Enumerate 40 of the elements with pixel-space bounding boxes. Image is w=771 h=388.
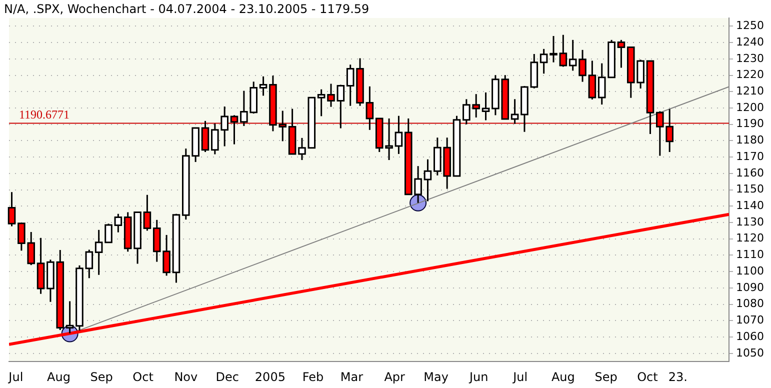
x-tick-label: Apr (384, 370, 406, 384)
ref-line-label: 1190.6771 (19, 107, 70, 122)
y-tick-label: 1220 (736, 68, 764, 82)
y-tick-label: 1100 (736, 264, 764, 278)
y-tick-label: 1190 (736, 117, 764, 130)
x-tick-label: Sep (594, 370, 618, 384)
x-tick-label: 2005 (254, 370, 286, 384)
x-tick-label: Nov (174, 370, 198, 384)
x-tick-label: Aug (551, 370, 575, 384)
x-tick-label: Oct (132, 370, 154, 384)
y-tick-label: 1180 (736, 134, 764, 147)
y-tick-label: 1110 (736, 248, 764, 262)
y-tick-label: 1070 (736, 314, 764, 327)
y-tick-label: 1160 (736, 166, 764, 180)
x-tick-label: Oct (637, 370, 658, 384)
y-tick-label: 1200 (736, 100, 764, 114)
y-tick-label: 1120 (736, 232, 764, 245)
y-tick-label: 1080 (736, 297, 764, 310)
y-tick-label: 1240 (736, 35, 764, 48)
x-tick-label: May (424, 370, 448, 384)
x-tick-label: Jun (468, 370, 488, 384)
y-tick-label: 1130 (736, 215, 764, 228)
y-tick-label: 1090 (736, 280, 764, 294)
x-tick-label: Jul (8, 370, 24, 384)
y-tick-label: 1050 (736, 346, 764, 360)
x-tick-label: Mar (340, 370, 364, 384)
y-tick-label: 1230 (736, 52, 764, 65)
x-tick-label: Dec (216, 370, 239, 384)
x-tick-label: Jul (512, 370, 528, 384)
y-tick-label: 1210 (736, 84, 764, 98)
y-tick-label: 1150 (736, 182, 764, 196)
chart-title: N/A, .SPX, Wochenchart - 04.07.2004 - 23.10.2005 - 1179.59 (4, 2, 370, 16)
x-tick-label: 23. (668, 370, 688, 384)
x-tick-label: Feb (302, 370, 324, 384)
x-tick-label: Aug (47, 370, 70, 384)
y-tick-label: 1170 (736, 150, 764, 163)
y-tick-label: 1250 (736, 19, 764, 32)
x-tick-label: Sep (90, 370, 113, 384)
y-tick-label: 1060 (736, 330, 764, 343)
y-tick-label: 1140 (736, 199, 764, 212)
